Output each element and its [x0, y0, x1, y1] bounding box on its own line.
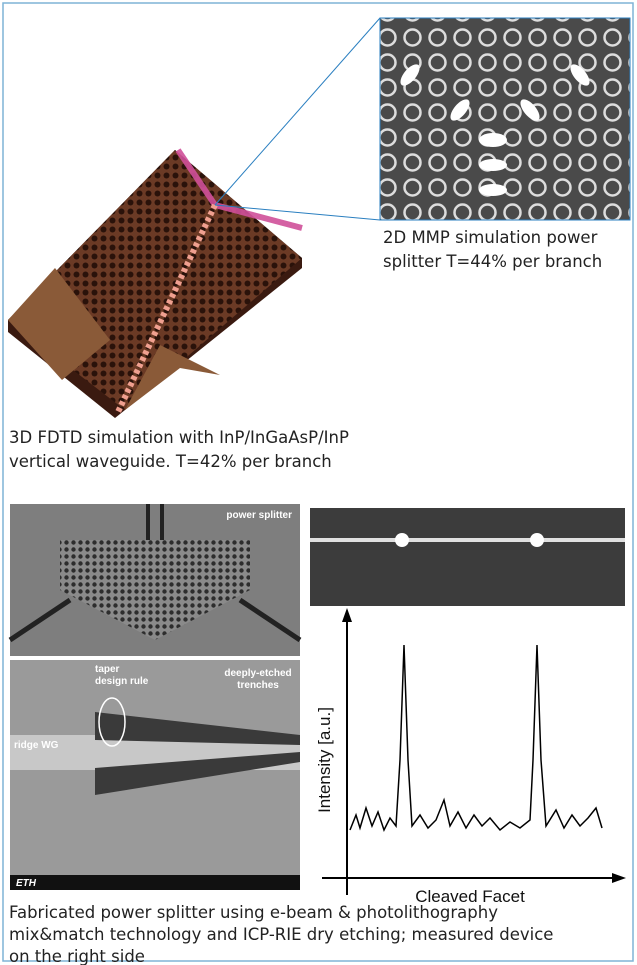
inset-caption: 2D MMP simulation power — [383, 228, 598, 247]
sem-power-splitter — [10, 504, 300, 656]
bottom-caption: mix&match technology and ICP-RIE dry etc… — [9, 925, 553, 944]
sem-label: trenches — [237, 680, 279, 691]
zoom-line — [215, 18, 380, 205]
sem-logo: ETH — [16, 878, 37, 889]
mmp-2d-image — [380, 18, 630, 220]
main-caption: 3D FDTD simulation with InP/InGaAsP/InP — [9, 428, 349, 447]
y-axis-label: Intensity [a.u.] — [315, 707, 334, 813]
sem-label: ridge WG — [14, 740, 59, 751]
sem-label: taper — [95, 664, 120, 675]
figure-page: 2D MMP simulation power splitter T=44% p… — [0, 0, 637, 965]
sem-label: design rule — [95, 676, 149, 687]
bottom-caption: on the right side — [9, 947, 145, 965]
intensity-plot — [322, 608, 626, 895]
bottom-caption: Fabricated power splitter using e-beam &… — [9, 903, 498, 922]
facet-image — [310, 508, 625, 606]
fdtd-3d-image — [8, 150, 302, 418]
main-caption: vertical waveguide. T=42% per branch — [9, 452, 332, 471]
sem-taper — [10, 660, 300, 890]
sem-label: power splitter — [226, 510, 292, 521]
inset-caption: splitter T=44% per branch — [383, 252, 602, 271]
sem-label: deeply-etched — [224, 668, 291, 679]
